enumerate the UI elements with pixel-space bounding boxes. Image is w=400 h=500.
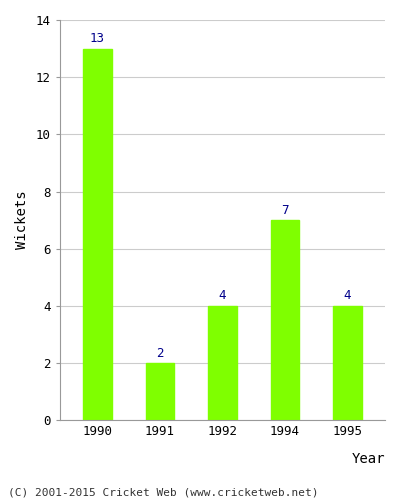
Text: 13: 13: [90, 32, 105, 45]
Text: Year: Year: [352, 452, 385, 466]
Y-axis label: Wickets: Wickets: [15, 191, 29, 250]
Bar: [271, 220, 299, 420]
Text: 2: 2: [156, 346, 164, 360]
Bar: [334, 306, 362, 420]
Bar: [146, 363, 174, 420]
Bar: [84, 48, 112, 420]
Bar: [208, 306, 236, 420]
Text: 4: 4: [219, 290, 226, 302]
Text: 4: 4: [344, 290, 351, 302]
Text: (C) 2001-2015 Cricket Web (www.cricketweb.net): (C) 2001-2015 Cricket Web (www.cricketwe…: [8, 488, 318, 498]
Text: 7: 7: [281, 204, 289, 216]
